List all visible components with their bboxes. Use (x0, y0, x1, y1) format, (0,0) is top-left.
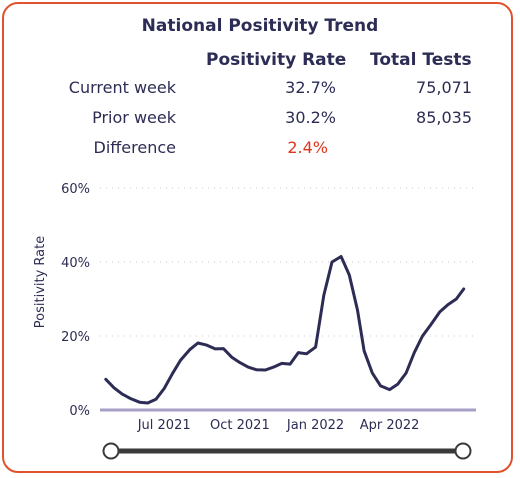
x-tick-label: Oct 2021 (210, 418, 270, 433)
x-tick-label: Apr 2022 (360, 418, 420, 433)
range-slider-start-handle[interactable] (102, 442, 120, 460)
row-label-prior-week: Prior week (92, 108, 176, 127)
x-tick-label: Jan 2022 (286, 418, 344, 433)
y-tick-label: 40% (61, 256, 90, 271)
y-tick-label: 20% (61, 330, 90, 345)
difference-rate: 2.4% (287, 138, 328, 157)
header-positivity-rate: Positivity Rate (206, 50, 347, 70)
current-week-tests: 75,071 (416, 78, 472, 97)
y-axis-label: Positivity Rate (33, 236, 48, 328)
y-tick-label: 0% (69, 404, 90, 419)
row-label-current-week: Current week (68, 78, 176, 97)
prior-week-rate: 30.2% (285, 108, 336, 127)
positivity-series-line (104, 255, 466, 405)
x-tick-label: Jul 2021 (137, 418, 191, 433)
row-label-difference: Difference (93, 138, 176, 157)
y-tick-label: 60% (61, 182, 90, 197)
positivity-card (2, 2, 513, 473)
card-title: National Positivity Trend (141, 16, 379, 36)
header-total-tests: Total Tests (370, 50, 472, 70)
current-week-rate: 32.7% (285, 78, 336, 97)
range-slider-end-handle[interactable] (454, 442, 472, 460)
prior-week-tests: 85,035 (416, 108, 472, 127)
